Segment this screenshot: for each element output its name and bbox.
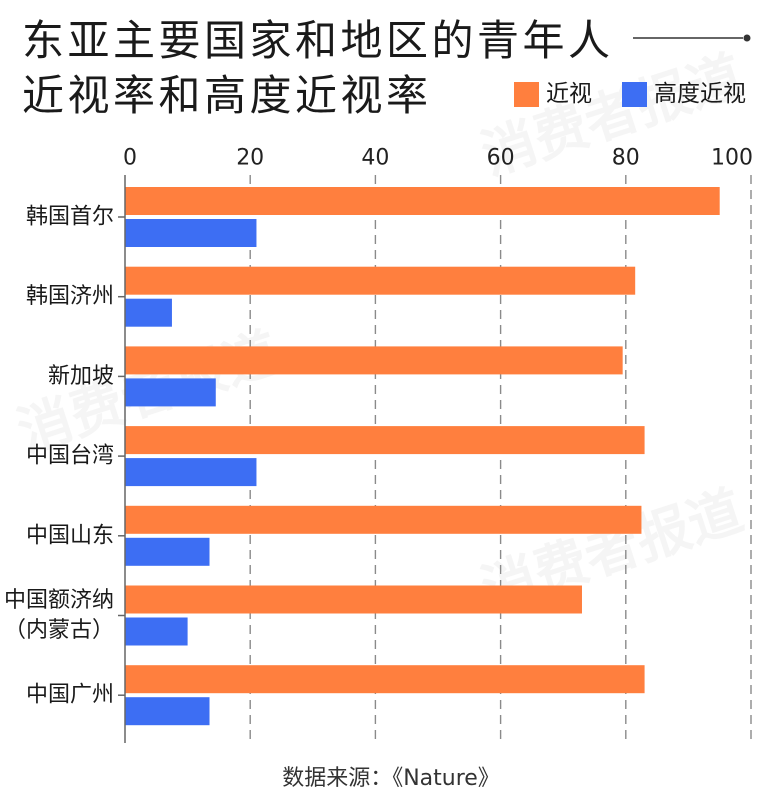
category-label-5-line-1: 中国额济纳 bbox=[4, 588, 114, 613]
bar-series-0-cat-4 bbox=[125, 505, 642, 534]
bar-series-0-cat-5 bbox=[125, 585, 582, 614]
chart-title-line-1: 东亚主要国家和地区的青年人 bbox=[22, 16, 614, 65]
category-label-5-line-2: （内蒙古） bbox=[4, 618, 114, 643]
legend-swatch-myopia bbox=[514, 81, 539, 107]
legend-item-myopia: 近视 bbox=[514, 81, 592, 107]
category-label-6: 中国广州 bbox=[26, 683, 114, 708]
bar-series-0-cat-0 bbox=[125, 187, 720, 215]
category-label-2: 新加坡 bbox=[48, 364, 114, 389]
bar-series-0-cat-1 bbox=[125, 266, 636, 295]
x-tick-label-20: 20 bbox=[236, 146, 264, 171]
category-label-3: 中国台湾 bbox=[26, 444, 114, 469]
legend-label-high-myopia: 高度近视 bbox=[654, 81, 746, 107]
data-source-note: 数据来源：《Nature》 bbox=[282, 766, 500, 791]
bar-series-1-cat-6 bbox=[125, 697, 210, 726]
category-label-5: 中国额济纳 （内蒙古） bbox=[4, 588, 114, 643]
category-label-4: 中国山东 bbox=[26, 523, 114, 548]
x-tick-label-40: 40 bbox=[361, 146, 389, 171]
bar-series-1-cat-2 bbox=[125, 378, 216, 407]
x-tick-label-80: 80 bbox=[612, 146, 640, 171]
bar-series-1-cat-0 bbox=[125, 219, 257, 247]
x-tick-label-100: 100 bbox=[711, 146, 753, 171]
bar-series-0-cat-3 bbox=[125, 426, 645, 455]
bar-series-0-cat-6 bbox=[125, 665, 645, 694]
legend-item-high-myopia: 高度近视 bbox=[622, 81, 746, 107]
legend-label-myopia: 近视 bbox=[546, 81, 592, 107]
category-label-0: 韩国首尔 bbox=[26, 205, 114, 230]
x-tick-label-60: 60 bbox=[487, 146, 515, 171]
gridlines bbox=[249, 175, 752, 743]
bars bbox=[125, 187, 720, 726]
title-decoration-dot bbox=[743, 34, 751, 42]
bar-series-1-cat-1 bbox=[125, 298, 172, 327]
chart-title-line-2: 近视率和高度近视率 bbox=[22, 71, 432, 120]
x-tick-label-0: 0 bbox=[123, 146, 137, 171]
bar-series-0-cat-2 bbox=[125, 346, 623, 375]
y-axis bbox=[118, 175, 126, 743]
bar-series-1-cat-4 bbox=[125, 537, 210, 566]
bar-series-1-cat-5 bbox=[125, 617, 188, 646]
legend: 近视 高度近视 bbox=[514, 81, 746, 107]
legend-swatch-high-myopia bbox=[622, 81, 647, 107]
bar-series-1-cat-3 bbox=[125, 458, 257, 487]
category-label-1: 韩国济州 bbox=[26, 284, 114, 309]
